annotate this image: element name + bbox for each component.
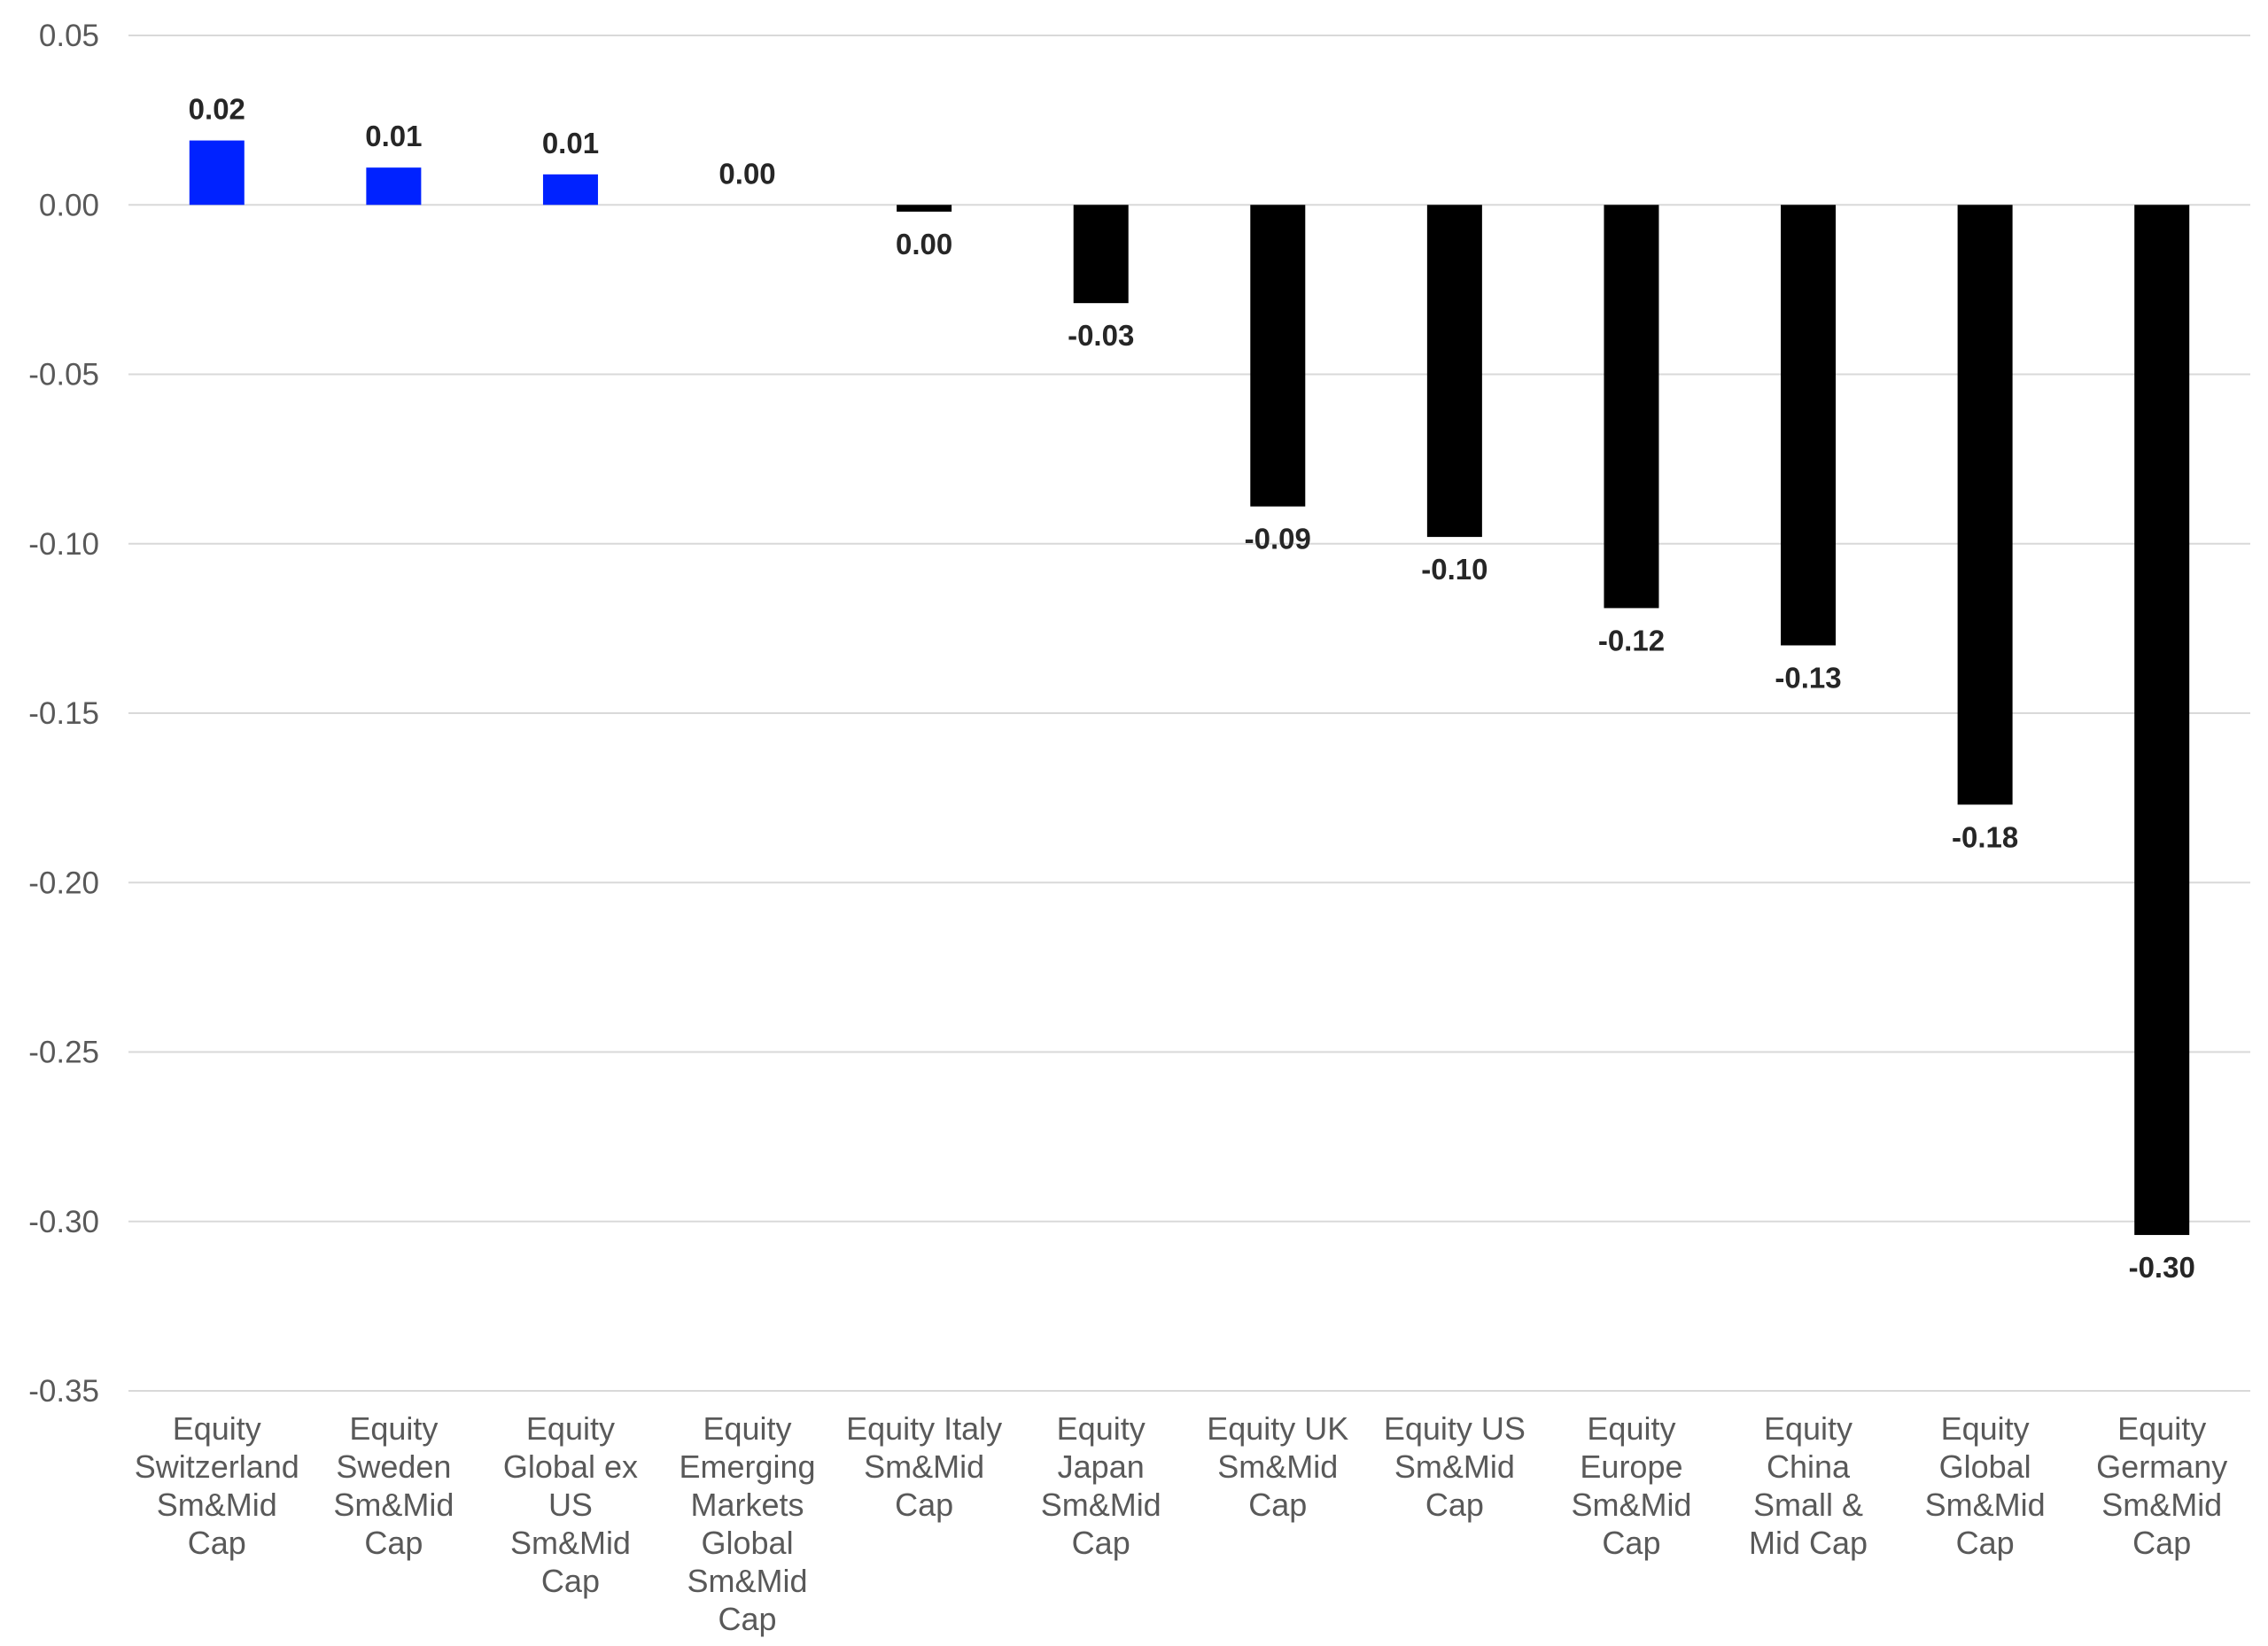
y-axis-tick-labels: 0.05 0.00 -0.05 -0.10 -0.15 -0.20 -0.25 -0.30 -0…: [28, 19, 99, 1409]
category-label-line: Cap: [895, 1487, 953, 1523]
y-tick-label: 0.00: [39, 188, 99, 222]
bar: [1604, 205, 1659, 609]
category-label: Equity Sweden Sm&Mid Cap: [333, 1410, 454, 1561]
gridlines: [128, 35, 2250, 1392]
category-label-line: Equity: [1941, 1410, 2030, 1447]
category-label-line: Equity US: [1384, 1410, 1526, 1447]
y-tick-label: -0.15: [28, 696, 99, 731]
bar: [542, 174, 598, 206]
bar: [2134, 205, 2190, 1236]
data-label: 0.02: [189, 93, 245, 126]
category-label: Equity Italy Sm&Mid Cap: [846, 1410, 1002, 1523]
category-label-line: China: [1767, 1448, 1851, 1485]
category-label-line: Cap: [188, 1525, 246, 1561]
category-label-line: Sm&Mid: [1041, 1487, 1161, 1523]
bar: [1781, 205, 1837, 646]
category-label-line: Equity Italy: [846, 1410, 1002, 1447]
data-label: -0.09: [1245, 523, 1311, 555]
category-label: Equity US Sm&Mid Cap: [1384, 1410, 1526, 1523]
category-label-line: Equity: [173, 1410, 261, 1447]
category-label-line: Cap: [541, 1563, 600, 1599]
category-label-line: Cap: [1602, 1525, 1660, 1561]
category-label: Equity Switzerland Sm&Mid Cap: [135, 1410, 299, 1561]
category-label-line: Equity: [703, 1410, 792, 1447]
category-label-line: Equity: [2117, 1410, 2206, 1447]
category-label-line: Switzerland: [135, 1448, 299, 1485]
category-label-line: Japan: [1058, 1448, 1145, 1485]
category-label-line: Global ex: [503, 1448, 638, 1485]
bar: [1426, 205, 1482, 538]
bar: [1073, 205, 1129, 304]
category-label-line: Cap: [718, 1601, 777, 1637]
category-label: Equity UK Sm&Mid Cap: [1207, 1410, 1348, 1523]
category-label-line: Europe: [1580, 1448, 1682, 1485]
data-label: -0.13: [1775, 662, 1841, 695]
category-label-line: Sm&Mid: [2101, 1487, 2222, 1523]
category-label-line: Cap: [1956, 1525, 2015, 1561]
data-label: -0.18: [1952, 820, 2018, 853]
data-label: -0.30: [2129, 1251, 2195, 1284]
data-labels: 0.02 0.01 0.01 0.00 0.00 -0.03 -0.09 -0.10 -0.12…: [189, 93, 2195, 1284]
category-label-line: Sm&Mid: [1925, 1487, 2046, 1523]
y-tick-label: 0.05: [39, 19, 99, 53]
category-label-line: Global: [702, 1525, 794, 1561]
category-label-line: Cap: [1248, 1487, 1307, 1523]
category-label-line: Cap: [364, 1525, 423, 1561]
y-tick-label: -0.10: [28, 527, 99, 562]
y-tick-label: -0.05: [28, 358, 99, 392]
category-label: Equity Europe Sm&Mid Cap: [1571, 1410, 1691, 1561]
category-label-line: Sm&Mid: [864, 1448, 984, 1485]
category-label-line: Sm&Mid: [1571, 1487, 1691, 1523]
category-label-line: Equity: [1764, 1410, 1852, 1447]
data-label: 0.01: [365, 120, 422, 152]
category-label-line: Sm&Mid: [157, 1487, 277, 1523]
category-label-line: Equity: [349, 1410, 438, 1447]
category-label-line: Equity UK: [1207, 1410, 1348, 1447]
category-label: Equity China Small & Mid Cap: [1749, 1410, 1868, 1561]
category-label-line: Sm&Mid: [333, 1487, 454, 1523]
category-label-line: Equity: [526, 1410, 615, 1447]
y-tick-label: -0.25: [28, 1036, 99, 1070]
category-label-line: Cap: [2132, 1525, 2191, 1561]
category-label-line: Cap: [1425, 1487, 1484, 1523]
data-label: 0.01: [542, 127, 599, 159]
category-label-line: Markets: [691, 1487, 804, 1523]
category-label: Equity Germany Sm&Mid Cap: [2096, 1410, 2227, 1561]
category-label-line: Sm&Mid: [1217, 1448, 1338, 1485]
category-label-line: Small &: [1753, 1487, 1863, 1523]
bar: [897, 205, 952, 212]
data-label: 0.00: [896, 228, 952, 260]
category-label-line: Sm&Mid: [1394, 1448, 1515, 1485]
category-label-line: Emerging: [680, 1448, 816, 1485]
data-label: -0.03: [1068, 319, 1134, 352]
category-label-line: Sm&Mid: [510, 1525, 631, 1561]
category-label-line: Mid Cap: [1749, 1525, 1868, 1561]
bar: [1250, 205, 1306, 507]
category-label: Equity Emerging Markets Global Sm&Mid Cap: [680, 1410, 816, 1637]
data-label: 0.00: [718, 157, 775, 190]
category-label: Equity Japan Sm&Mid Cap: [1041, 1410, 1161, 1561]
category-label: Equity Global Sm&Mid Cap: [1925, 1410, 2046, 1561]
y-tick-label: -0.20: [28, 866, 99, 900]
bar: [366, 167, 422, 206]
category-label-line: Sm&Mid: [687, 1563, 808, 1599]
y-tick-label: -0.35: [28, 1374, 99, 1409]
bar: [1957, 205, 2013, 805]
bars: [189, 140, 2190, 1236]
category-label-line: Germany: [2096, 1448, 2227, 1485]
category-label-line: US: [548, 1487, 593, 1523]
category-label-line: Sweden: [336, 1448, 451, 1485]
category-label: Equity Global ex US Sm&Mid Cap: [503, 1410, 638, 1599]
data-label: -0.12: [1598, 624, 1665, 656]
category-label-line: Cap: [1072, 1525, 1130, 1561]
bar: [189, 140, 245, 206]
data-label: -0.10: [1421, 553, 1487, 586]
category-label-line: Equity: [1057, 1410, 1146, 1447]
category-label-line: Equity: [1587, 1410, 1675, 1447]
category-label-line: Global: [1939, 1448, 2031, 1485]
y-tick-label: -0.30: [28, 1205, 99, 1239]
